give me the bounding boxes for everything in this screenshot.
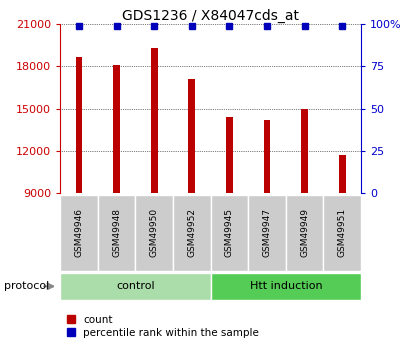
Bar bbox=[113, 65, 120, 193]
Text: control: control bbox=[116, 282, 155, 291]
Text: GSM49947: GSM49947 bbox=[263, 208, 271, 257]
Legend: count, percentile rank within the sample: count, percentile rank within the sample bbox=[66, 313, 261, 340]
Text: protocol: protocol bbox=[4, 282, 49, 291]
Bar bbox=[339, 155, 346, 193]
Bar bbox=[60, 195, 98, 271]
Bar bbox=[264, 120, 271, 193]
Bar bbox=[211, 195, 248, 271]
Bar bbox=[173, 195, 210, 271]
Text: Htt induction: Htt induction bbox=[249, 282, 322, 291]
Bar bbox=[248, 195, 286, 271]
Bar bbox=[286, 195, 323, 271]
Bar bbox=[76, 57, 82, 193]
Text: GSM49951: GSM49951 bbox=[338, 208, 347, 257]
Bar bbox=[226, 117, 233, 193]
Text: GSM49946: GSM49946 bbox=[74, 208, 83, 257]
Bar bbox=[60, 273, 211, 300]
Bar bbox=[301, 109, 308, 193]
Text: GSM49948: GSM49948 bbox=[112, 208, 121, 257]
Bar bbox=[151, 48, 158, 193]
Bar bbox=[323, 195, 361, 271]
Bar bbox=[135, 195, 173, 271]
Text: GSM49952: GSM49952 bbox=[187, 208, 196, 257]
Bar bbox=[211, 273, 361, 300]
Text: GSM49949: GSM49949 bbox=[300, 208, 309, 257]
Text: GSM49950: GSM49950 bbox=[150, 208, 159, 257]
Text: GSM49945: GSM49945 bbox=[225, 208, 234, 257]
Bar bbox=[188, 79, 195, 193]
Title: GDS1236 / X84047cds_at: GDS1236 / X84047cds_at bbox=[122, 9, 299, 23]
Bar bbox=[98, 195, 135, 271]
